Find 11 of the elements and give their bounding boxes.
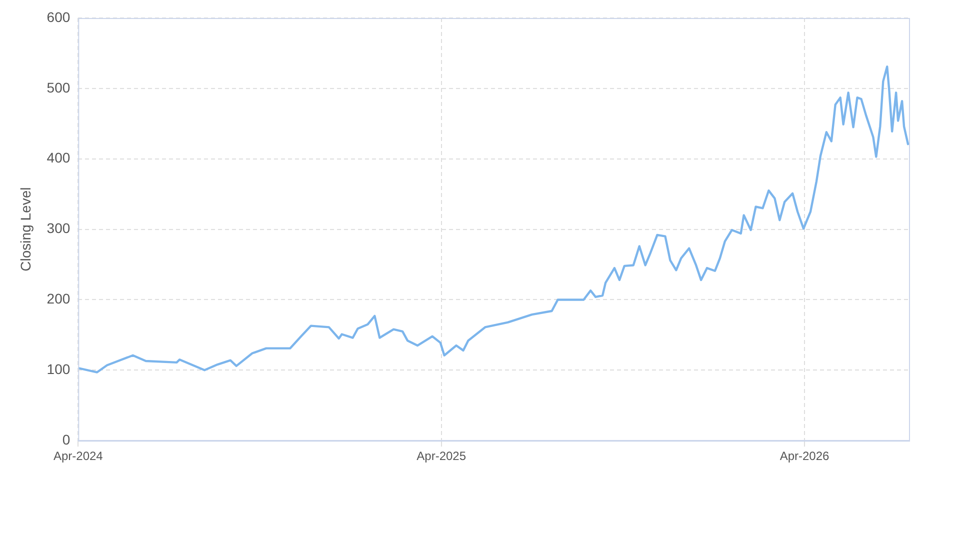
y-tick-label: 500 [46, 79, 70, 96]
x-tick-label: Apr-2025 [416, 449, 466, 464]
y-tick-label: 200 [46, 290, 70, 307]
y-tick-label: 300 [46, 220, 70, 236]
y-tick-label: 100 [46, 361, 70, 378]
x-tick-label: Apr-2024 [53, 449, 104, 464]
y-tick-label: 600 [46, 8, 70, 25]
y-tick-label: 400 [46, 150, 70, 166]
y-tick-label: 0 [62, 431, 70, 448]
y-axis-title: Closing Level [17, 187, 34, 272]
x-tick-label: Apr-2026 [780, 449, 830, 464]
